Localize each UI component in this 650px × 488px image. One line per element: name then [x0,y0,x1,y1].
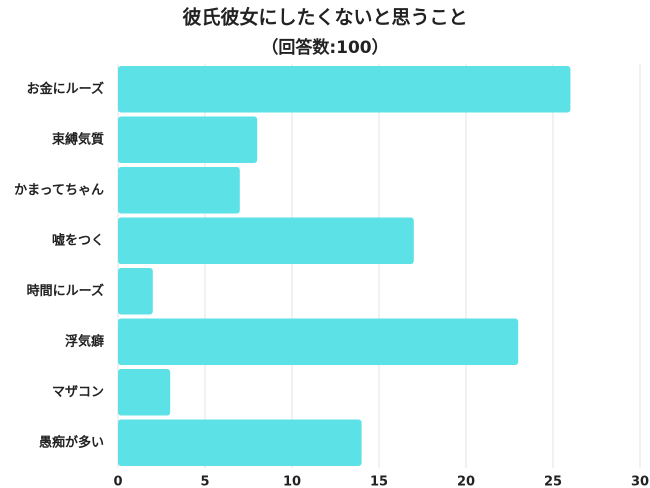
bar [118,66,571,113]
chart-subtitle: （回答数:100） [261,37,388,58]
x-tick-label: 10 [283,475,301,488]
y-tick-label: 嘘をつく [52,232,104,248]
bar [118,419,362,466]
x-tick-label: 15 [370,475,388,488]
y-tick-label: かまってちゃん [14,183,104,198]
bar [118,318,519,365]
bar [118,167,240,214]
x-tick-label: 5 [200,475,209,488]
bar [118,268,153,315]
x-tick-label: 30 [631,475,649,488]
x-tick-label: 20 [457,475,475,488]
y-tick-label: マザコン [52,385,104,400]
bar [118,369,171,416]
x-tick-label: 0 [113,475,122,488]
y-tick-label: 浮気癖 [65,333,104,349]
bar [118,116,258,163]
chart-title: 彼氏彼女にしたくないと思うこと [182,6,467,29]
y-tick-label: お金にルーズ [27,81,104,97]
y-tick-label: 愚痴が多い [39,434,104,450]
bar [118,217,414,264]
x-tick-label: 25 [544,475,562,488]
y-tick-label: 束縛気質 [52,131,104,147]
y-tick-label: 時間にルーズ [27,283,104,299]
